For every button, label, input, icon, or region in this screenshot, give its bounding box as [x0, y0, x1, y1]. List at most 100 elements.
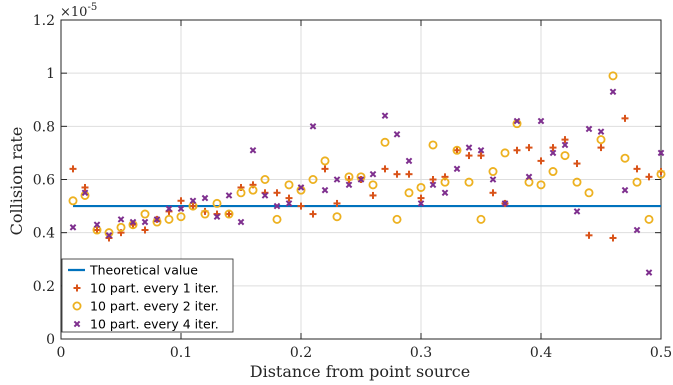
- data-point: [657, 149, 665, 157]
- data-point: [561, 141, 569, 149]
- data-point: [273, 189, 281, 197]
- data-point: [513, 117, 521, 125]
- data-point: [261, 192, 269, 199]
- data-point: [225, 210, 233, 218]
- data-point: [524, 177, 534, 187]
- legend-marker: [72, 301, 82, 311]
- x-tick-label: 0: [57, 345, 66, 361]
- data-point: [177, 205, 185, 213]
- data-point: [285, 194, 293, 202]
- legend-item: 10 part. every 4 iter.: [73, 317, 219, 332]
- data-point: [573, 160, 581, 168]
- data-point: [68, 196, 78, 206]
- legend-label: 10 part. every 4 iter.: [90, 317, 219, 332]
- y-tick-label: 0.8: [33, 119, 55, 135]
- data-point: [405, 170, 413, 178]
- data-point: [236, 188, 246, 198]
- data-point: [93, 226, 101, 234]
- data-point: [69, 224, 77, 231]
- data-point: [489, 176, 497, 183]
- data-point: [93, 221, 101, 228]
- data-point: [440, 177, 450, 187]
- data-point: [332, 212, 342, 222]
- data-point: [369, 191, 377, 199]
- data-point: [416, 182, 426, 192]
- x-tick-labels: 0 0.1 0.2 0.3 0.4 0.5: [57, 345, 673, 361]
- data-point: [477, 146, 485, 154]
- data-point: [597, 128, 605, 135]
- legend-item: Theoretical value: [68, 263, 198, 278]
- data-point: [357, 176, 365, 183]
- data-point: [321, 165, 329, 173]
- y-axis-title: Collision rate: [7, 127, 26, 236]
- data-point: [117, 216, 125, 223]
- data-point: [561, 136, 569, 144]
- data-point: [393, 131, 401, 138]
- y-axis-exponent: ×10-5: [60, 2, 97, 20]
- data-point: [309, 123, 317, 130]
- y-tick-label: 1.2: [33, 13, 55, 29]
- data-point: [548, 167, 558, 177]
- data-point: [585, 231, 593, 239]
- data-point: [393, 170, 401, 178]
- data-point: [212, 198, 222, 208]
- data-point: [441, 189, 449, 197]
- data-point: [297, 184, 305, 191]
- data-point: [309, 210, 317, 218]
- data-point: [308, 174, 318, 184]
- data-point: [249, 146, 257, 154]
- data-point: [381, 165, 389, 173]
- data-point: [428, 140, 438, 150]
- legend-item: 10 part. every 1 iter.: [73, 281, 219, 296]
- data-point: [549, 144, 557, 152]
- y-tick-label: 1: [46, 66, 55, 82]
- data-point: [297, 202, 305, 210]
- data-point: [536, 180, 546, 190]
- data-point: [585, 125, 593, 133]
- data-point: [200, 209, 210, 219]
- data-point: [500, 148, 510, 158]
- legend-label: Theoretical value: [89, 263, 198, 278]
- data-point: [429, 176, 437, 183]
- data-point: [501, 200, 509, 207]
- legend-item: 10 part. every 2 iter.: [72, 299, 219, 314]
- data-point: [620, 153, 630, 163]
- data-point: [189, 202, 197, 210]
- series-1: [69, 114, 665, 242]
- legend-marker: [73, 284, 81, 292]
- data-point: [189, 197, 197, 205]
- legend: Theoretical value 10 part. every 1 iter. 1…: [61, 258, 234, 333]
- data-point: [368, 180, 378, 190]
- data-point: [140, 209, 150, 219]
- data-point: [260, 174, 270, 184]
- data-point: [404, 188, 414, 198]
- data-point: [177, 197, 185, 205]
- data-point: [248, 185, 258, 195]
- data-point: [452, 145, 462, 155]
- data-point: [572, 177, 582, 187]
- legend-label: 10 part. every 1 iter.: [90, 281, 219, 296]
- data-point: [81, 189, 89, 197]
- data-point: [344, 172, 354, 182]
- x-tick-label: 0.2: [290, 345, 312, 361]
- data-point: [596, 135, 606, 145]
- data-point: [645, 269, 653, 276]
- data-point: [488, 167, 498, 177]
- data-point: [608, 71, 618, 81]
- data-point: [345, 181, 353, 189]
- data-point: [477, 152, 485, 160]
- data-point: [465, 144, 473, 151]
- data-point: [272, 214, 282, 224]
- data-point: [453, 165, 461, 173]
- data-point: [188, 201, 198, 211]
- data-point: [381, 112, 389, 120]
- data-point: [105, 232, 113, 239]
- data-point: [525, 144, 533, 152]
- data-point: [429, 181, 437, 189]
- data-point: [609, 88, 617, 96]
- data-point: [656, 169, 666, 179]
- data-point: [405, 157, 413, 165]
- data-point: [69, 165, 77, 173]
- x-axis-title: Distance from point source: [250, 362, 470, 381]
- data-point: [164, 214, 174, 224]
